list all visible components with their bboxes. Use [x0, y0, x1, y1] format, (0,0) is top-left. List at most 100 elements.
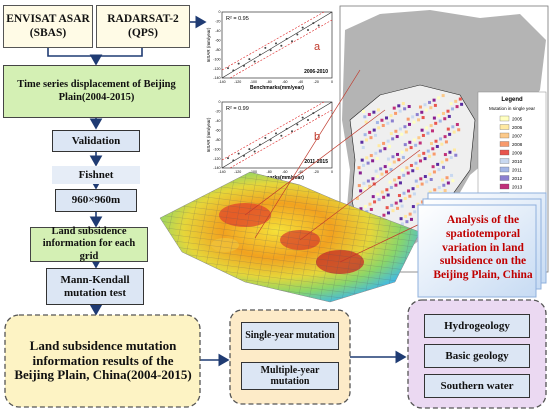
map-cell [429, 124, 433, 128]
map-cell [361, 145, 365, 149]
map-cell [407, 122, 411, 126]
source-box: RADARSAT-2 (QPS) [96, 5, 190, 48]
factor: Basic geology [424, 344, 530, 368]
map-cell [368, 184, 372, 188]
map-cell [380, 172, 384, 176]
map-cell [443, 135, 447, 139]
map-cell [380, 190, 384, 194]
map-cell [426, 131, 430, 135]
map-cell [368, 202, 372, 206]
sample-point [243, 64, 245, 67]
legend-label: 2012 [512, 176, 523, 181]
map-cell [368, 130, 372, 134]
y-tick-label: -80 [215, 138, 220, 142]
map-cell [387, 144, 391, 148]
y-tick-label: -60 [215, 38, 220, 42]
map-cell [431, 147, 435, 151]
sample-point [296, 33, 299, 36]
map-cell [409, 163, 413, 167]
sample-point [237, 62, 240, 65]
legend-swatch [499, 183, 510, 190]
map-cell [397, 176, 401, 180]
x-tick-label: -80 [267, 170, 272, 174]
map-cell [452, 148, 456, 152]
map-cell [376, 192, 380, 196]
map-cell [426, 149, 430, 153]
map-cell [366, 161, 370, 165]
map-cell [415, 113, 419, 117]
map-cell [372, 128, 376, 132]
map-cell [392, 160, 396, 164]
y-axis-label: InSAR (mm/year) [206, 117, 211, 152]
map-cell [391, 137, 395, 141]
map-cell [401, 155, 405, 159]
map-cell [412, 120, 416, 124]
mesh-line [160, 213, 420, 250]
sample-point [232, 159, 235, 162]
y-tick-label: -120 [213, 67, 220, 71]
map-cell [428, 190, 432, 194]
map-cell [398, 181, 402, 185]
map-cell [386, 157, 390, 161]
map-cell [420, 182, 424, 186]
map-cell [405, 148, 409, 152]
y-tick-label: 0 [219, 100, 221, 104]
mesh-line [273, 172, 305, 302]
y-tick-label: -40 [215, 29, 220, 33]
step-box: Time series displacement of Beijing Plai… [3, 65, 190, 118]
map-cell [400, 168, 404, 172]
step-box: Mann-Kendall mutation test [46, 268, 144, 305]
map-cell [405, 220, 409, 224]
map-cell [435, 144, 439, 148]
sample-point [269, 139, 272, 142]
sample-point [285, 37, 288, 40]
mutation-type: Multiple-year mutation [241, 362, 339, 390]
map-cell [360, 158, 364, 162]
map-cell [384, 116, 388, 120]
map-cell [430, 129, 434, 133]
map-cell [452, 130, 456, 134]
map-cell [437, 168, 441, 172]
map-cell [438, 119, 442, 123]
source-name: RADARSAT-2 [107, 13, 179, 26]
map-cell [412, 192, 416, 196]
sample-point [227, 67, 229, 70]
map-cell [449, 156, 453, 160]
map-cell [419, 177, 423, 181]
map-cell [369, 207, 373, 211]
sample-point [253, 60, 256, 63]
sample-point [259, 143, 261, 146]
sample-point [307, 118, 309, 121]
map-cell [385, 170, 389, 174]
map-cell [431, 165, 435, 169]
map-cell [443, 189, 447, 193]
map-cell [458, 97, 462, 101]
map-cell [404, 130, 408, 134]
sample-point [280, 44, 283, 47]
sample-point [301, 116, 304, 119]
map-cell [417, 136, 421, 140]
map-cell [394, 201, 398, 205]
map-cell [437, 114, 441, 118]
map-cell [432, 152, 436, 156]
y-tick-label: -140 [213, 166, 220, 170]
legend-label: 2011 [512, 167, 522, 172]
map-cell [420, 200, 424, 204]
map-cell [415, 166, 419, 170]
map-cell [364, 120, 368, 124]
map-cell [401, 102, 405, 106]
map-cell [433, 103, 437, 107]
map-cell [448, 150, 452, 154]
legend-label: 2005 [512, 116, 523, 121]
map-cell [424, 108, 428, 112]
map-cell [404, 214, 408, 218]
y-tick-label: -20 [215, 20, 220, 24]
map-cell [362, 181, 366, 185]
map-cell [399, 199, 403, 203]
map-cell [414, 179, 418, 183]
sample-point [312, 112, 315, 115]
legend-label: 2006 [512, 125, 523, 130]
sample-point [296, 123, 299, 126]
sample-point [275, 42, 277, 45]
map-cell [400, 204, 404, 208]
